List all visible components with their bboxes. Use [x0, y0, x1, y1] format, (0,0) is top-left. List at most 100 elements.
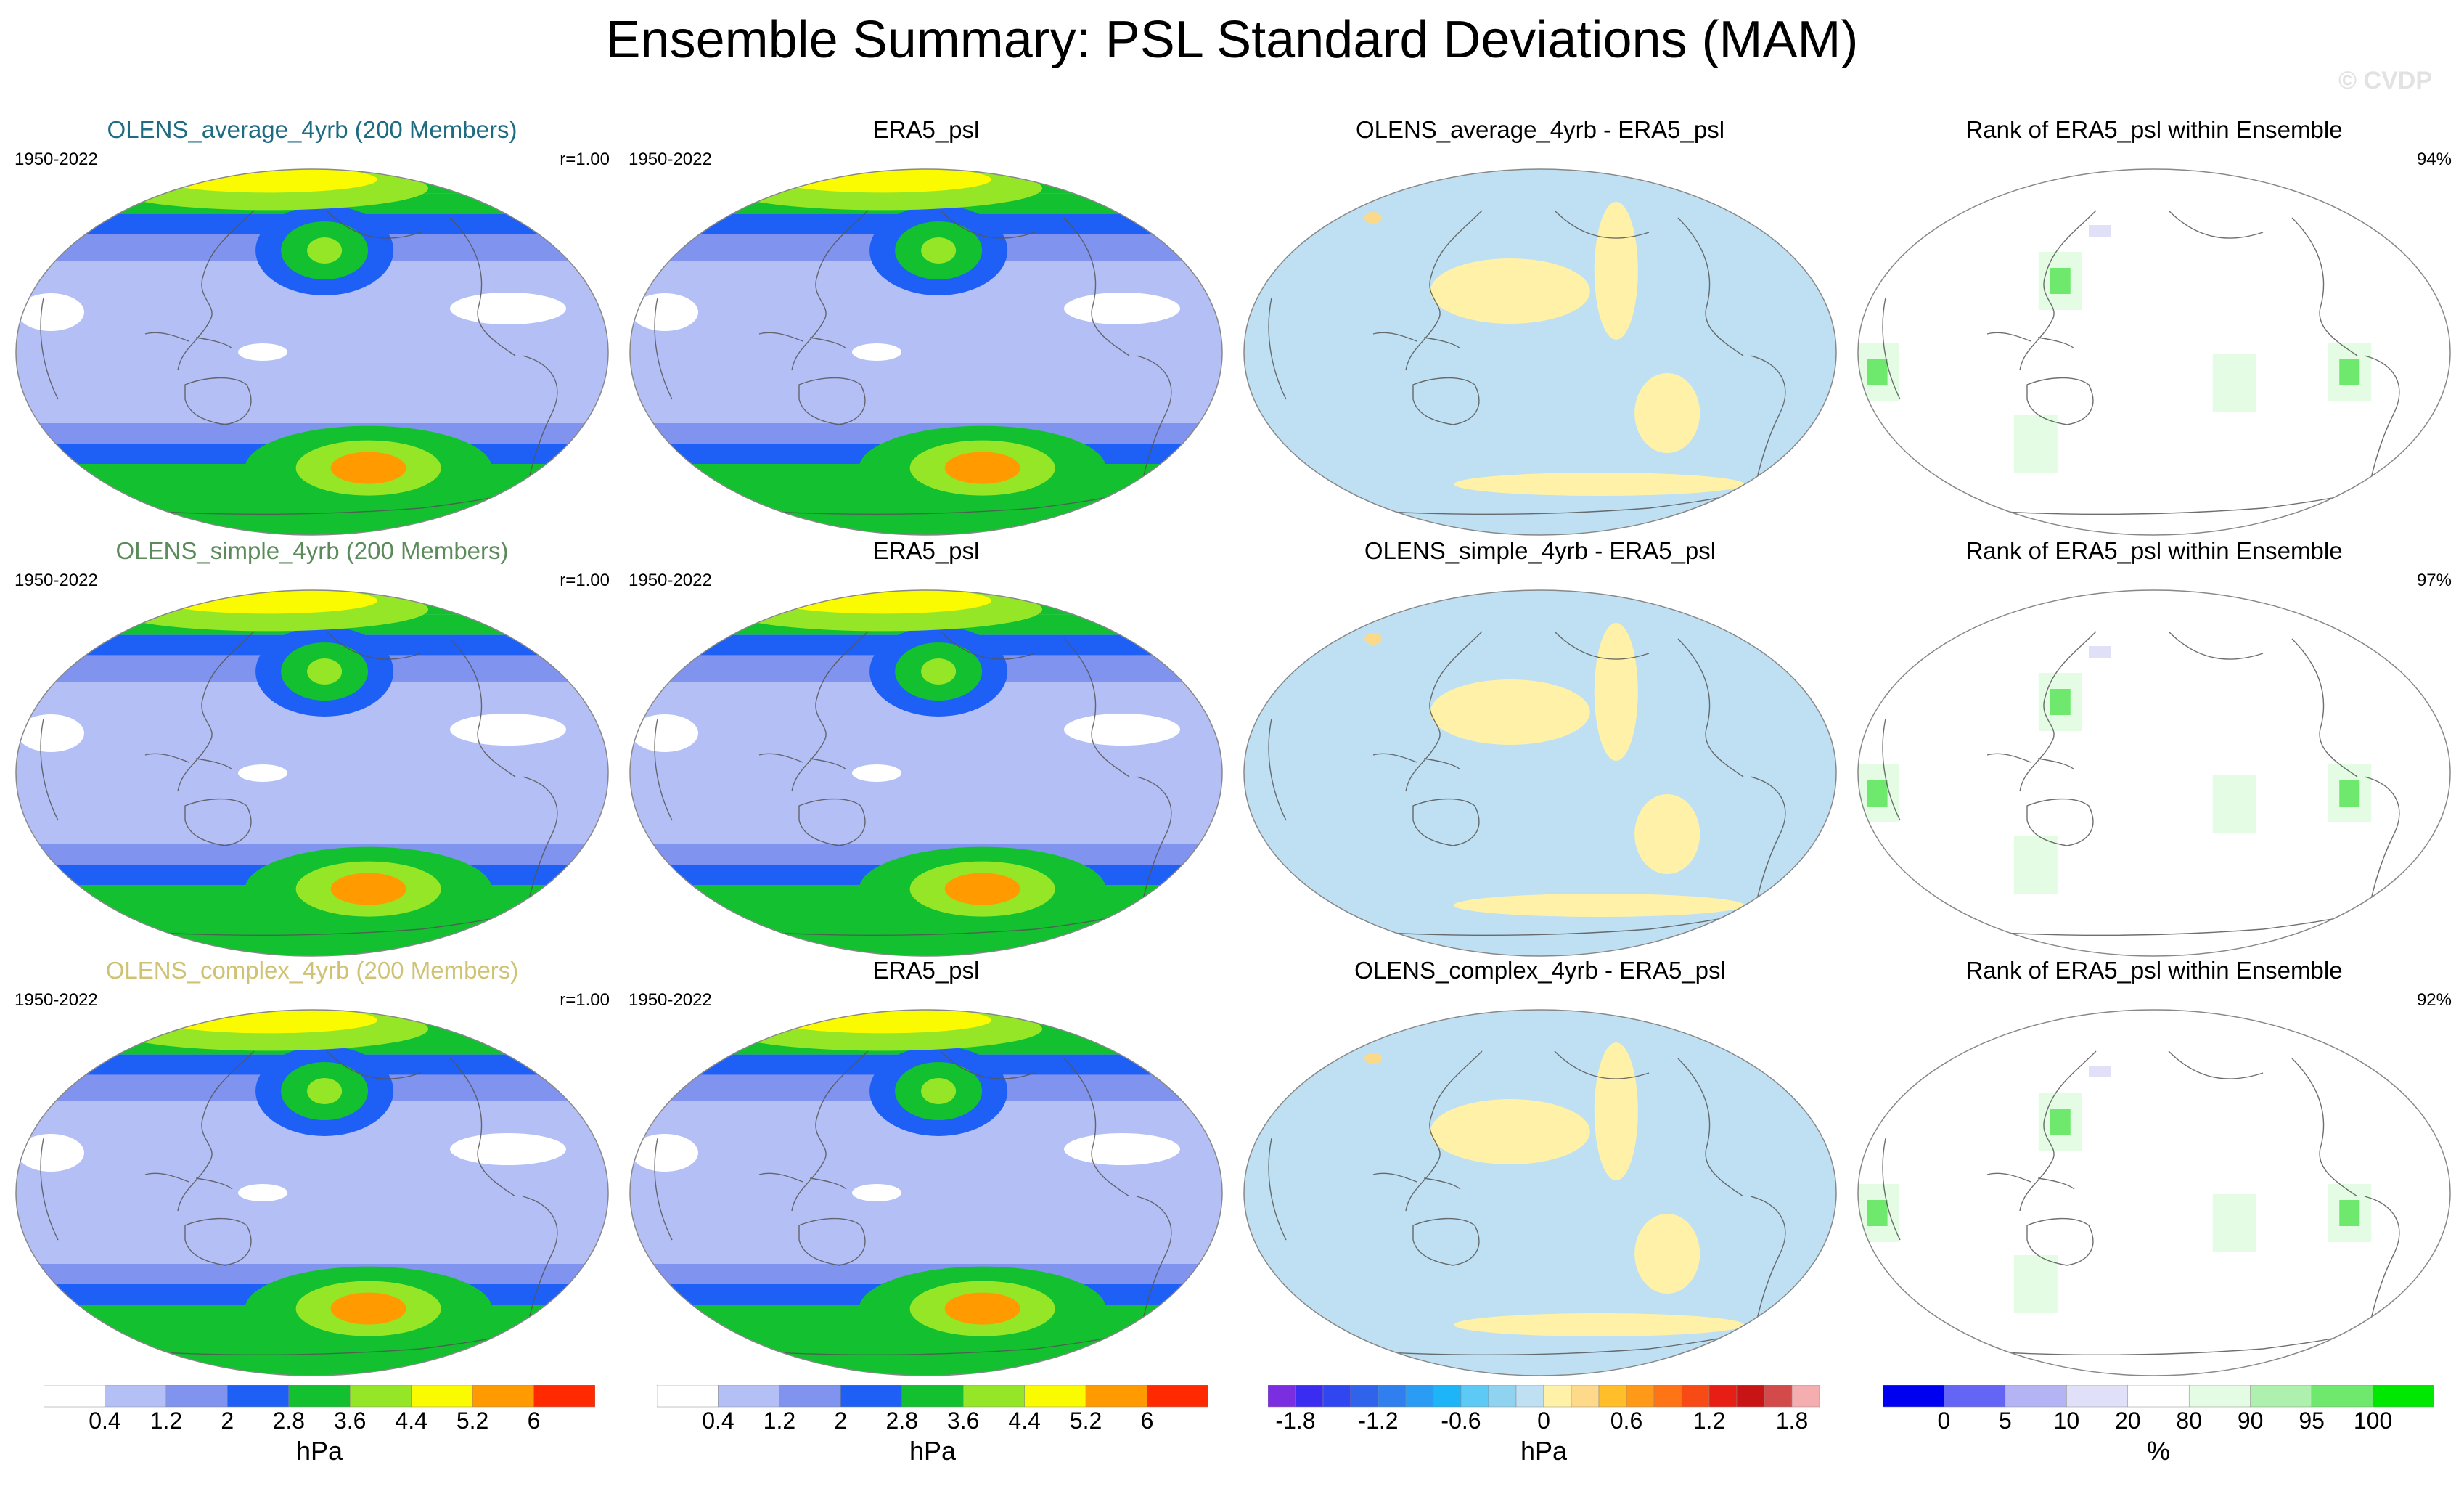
colorbar-swatch	[105, 1385, 167, 1408]
map-outline	[629, 1009, 1223, 1376]
colorbar-swatch	[1883, 1385, 1944, 1408]
obs-map-panel: ERA5_psl 1950-2022	[629, 957, 1224, 1376]
rank-cell-low	[2089, 646, 2111, 658]
obs-map	[629, 589, 1223, 957]
contour-positive-south-east-pacific	[1634, 794, 1700, 874]
diff-map	[1243, 1009, 1837, 1376]
colorbar-swatch	[1433, 1385, 1462, 1408]
colorbar-swatch	[472, 1385, 534, 1408]
colorbar-swatch	[901, 1385, 964, 1408]
colorbar-tick-label: 4.4	[395, 1408, 427, 1432]
contour-tropical-min	[631, 293, 698, 331]
rank-map	[1857, 168, 2451, 536]
colorbar-swatch	[1708, 1385, 1738, 1408]
colorbar-tick-label: 1.2	[1693, 1408, 1725, 1432]
period-label: 1950-2022	[15, 990, 98, 1010]
pattern-correlation-label: r=1.00	[560, 990, 610, 1010]
contour-tropical-min	[631, 714, 698, 752]
diff-map	[1243, 168, 1837, 536]
contour-north-pacific-core	[307, 237, 343, 264]
contour-positive-max	[1364, 1053, 1382, 1064]
colorbar-swatch	[1626, 1385, 1655, 1408]
colorbar-swatch	[718, 1385, 780, 1408]
colorbar-swatch	[657, 1385, 719, 1408]
colorbar-tick-label: 6	[528, 1408, 541, 1432]
panel-title: ERA5_psl	[872, 116, 980, 143]
panel-title: Rank of ERA5_psl within Ensemble	[1965, 537, 2343, 564]
colorbar-swatch	[1515, 1385, 1544, 1408]
colorbar-swatch	[1147, 1385, 1208, 1408]
colorbar-tick-label: 0.4	[702, 1408, 734, 1432]
colorbar-unit: hPa	[295, 1436, 343, 1466]
colorbar-swatch	[2311, 1385, 2373, 1408]
colorbar-swatch	[1488, 1385, 1517, 1408]
colorbar-swatch	[1571, 1385, 1600, 1408]
panel-title: Rank of ERA5_psl within Ensemble	[1965, 116, 2343, 143]
rank-cell	[2339, 359, 2360, 385]
rank-cell	[2050, 1109, 2071, 1135]
panel-title: OLENS_simple_4yrb - ERA5_psl	[1364, 537, 1716, 564]
colorbar-tick-label: 0	[1938, 1408, 1951, 1432]
obs-map-panel: ERA5_psl 1950-2022	[629, 116, 1224, 536]
contour-tropical-min	[450, 1133, 566, 1165]
contour-southern-ocean-core	[944, 452, 1020, 484]
stddev-colorbar-1: 0.4 1.2 2 2.8 3.6 4.4 5.2 6 hPa	[44, 1385, 595, 1479]
colorbar-swatch	[44, 1385, 105, 1408]
colorbar-swatch	[288, 1385, 351, 1408]
colorbar-swatch	[1543, 1385, 1572, 1408]
ensemble-map-panel: OLENS_complex_4yrb (200 Members) 1950-202…	[15, 957, 610, 1376]
contour-tropical-min	[1064, 714, 1180, 746]
contour-north-pacific-core	[307, 658, 343, 685]
diff-map-panel: OLENS_average_4yrb - ERA5_psl	[1243, 116, 1838, 536]
colorbar-tick-label: 2	[221, 1408, 234, 1432]
colorbar-tick-label: 4.4	[1008, 1408, 1040, 1432]
colorbar-tick-label: -0.6	[1441, 1408, 1481, 1432]
period-label: 1950-2022	[629, 990, 712, 1010]
pattern-correlation-label: r=1.00	[560, 150, 610, 169]
ensemble-map-panel: OLENS_average_4yrb (200 Members) 1950-202…	[15, 116, 610, 536]
contour-positive-antarctic-coast	[1454, 894, 1745, 917]
diff-map	[1243, 589, 1837, 957]
diff-map-panel: OLENS_complex_4yrb - ERA5_psl	[1243, 957, 1838, 1376]
panel-title: OLENS_average_4yrb - ERA5_psl	[1355, 116, 1725, 143]
map-outline	[629, 168, 1223, 536]
colorbar-swatch	[411, 1385, 473, 1408]
rank-cell	[1867, 780, 1888, 807]
colorbar-swatch	[165, 1385, 228, 1408]
contour-positive-max	[1364, 633, 1382, 645]
map-outline	[1243, 589, 1837, 957]
period-label: 1950-2022	[629, 571, 712, 590]
colorbar-swatch	[1944, 1385, 2006, 1408]
colorbar-tick-label: 100	[2354, 1408, 2392, 1432]
contour-band	[16, 393, 608, 423]
colorbar-tick-label: 1.2	[764, 1408, 795, 1432]
rank-map-panel: Rank of ERA5_psl within Ensemble 92%	[1857, 957, 2452, 1376]
colorbar-tick-label: 10	[2054, 1408, 2080, 1432]
contour-positive-antarctic-coast	[1454, 1313, 1745, 1336]
contour-band	[630, 1233, 1222, 1264]
colorbar-tick-label: -1.2	[1358, 1408, 1398, 1432]
map-outline	[1243, 1009, 1837, 1376]
rank-percent-label: 92%	[2416, 990, 2452, 1010]
contour-north-pacific-core	[921, 658, 957, 685]
rank-cell	[1867, 1200, 1888, 1226]
rank-cell	[2025, 1271, 2046, 1297]
ensemble-map	[15, 168, 609, 536]
rank-cell	[2224, 370, 2245, 396]
contour-tropical-min	[631, 1134, 698, 1172]
panel-title: OLENS_average_4yrb (200 Members)	[107, 116, 517, 143]
rank-colorbar: 0 5 10 20 80 90 95 100 %	[1883, 1385, 2434, 1479]
rank-cell-low	[2089, 225, 2111, 237]
map-outline	[15, 589, 609, 957]
ensemble-map-panel: OLENS_simple_4yrb (200 Members) 1950-2022…	[15, 537, 610, 957]
colorbar-swatch	[1268, 1385, 1296, 1408]
colorbar-tick-label: 5.2	[457, 1408, 488, 1432]
rank-cell	[2339, 780, 2360, 807]
colorbar-tick-label: 2	[834, 1408, 847, 1432]
panel-title: OLENS_simple_4yrb (200 Members)	[115, 537, 509, 564]
contour-tropical-min	[450, 293, 566, 324]
colorbar-tick-label: 2.8	[273, 1408, 305, 1432]
map-outline	[1857, 168, 2451, 536]
contour-band	[630, 393, 1222, 423]
colorbar-swatch	[1085, 1385, 1147, 1408]
